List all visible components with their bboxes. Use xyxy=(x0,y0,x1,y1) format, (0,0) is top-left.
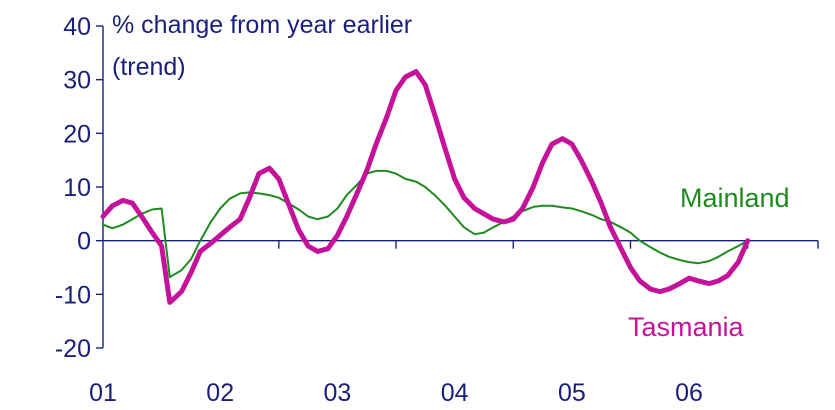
y-tick-label: -20 xyxy=(55,335,91,363)
x-tick-label: 03 xyxy=(324,379,352,407)
y-tick-label: -10 xyxy=(55,281,91,309)
x-tick-label: 02 xyxy=(206,379,234,407)
x-tick-label: 04 xyxy=(441,379,469,407)
unit-label-line2: (trend) xyxy=(112,53,186,81)
y-tick-label: 0 xyxy=(77,228,91,256)
series-label-mainland: Mainland xyxy=(680,183,790,213)
series-line-mainland xyxy=(102,169,749,279)
y-axis-ticks: 40 30 20 10 0 -10 -20 xyxy=(55,13,103,363)
series-line-tasmania xyxy=(100,69,751,305)
x-tick-label: 06 xyxy=(675,379,703,407)
series-lines xyxy=(100,69,751,305)
x-tick-label: 05 xyxy=(558,379,586,407)
y-tick-label: 30 xyxy=(63,67,91,95)
y-tick-label: 10 xyxy=(63,174,91,202)
y-tick-label: 40 xyxy=(63,13,91,41)
series-label-tasmania: Tasmania xyxy=(628,312,745,342)
y-tick-label: 20 xyxy=(63,120,91,148)
x-axis-ticks: 01 02 03 04 05 06 xyxy=(89,240,819,407)
unit-label-line1: % change from year earlier xyxy=(112,11,412,39)
x-tick-label: 01 xyxy=(89,379,117,407)
